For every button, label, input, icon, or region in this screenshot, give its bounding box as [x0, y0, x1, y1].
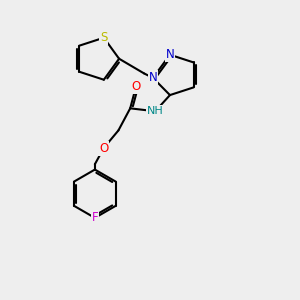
Text: N: N	[166, 48, 174, 61]
Text: F: F	[92, 212, 98, 224]
Text: N: N	[148, 71, 157, 84]
Text: NH: NH	[147, 106, 164, 116]
Text: O: O	[131, 80, 141, 93]
Text: S: S	[100, 31, 107, 44]
Text: O: O	[99, 142, 108, 154]
